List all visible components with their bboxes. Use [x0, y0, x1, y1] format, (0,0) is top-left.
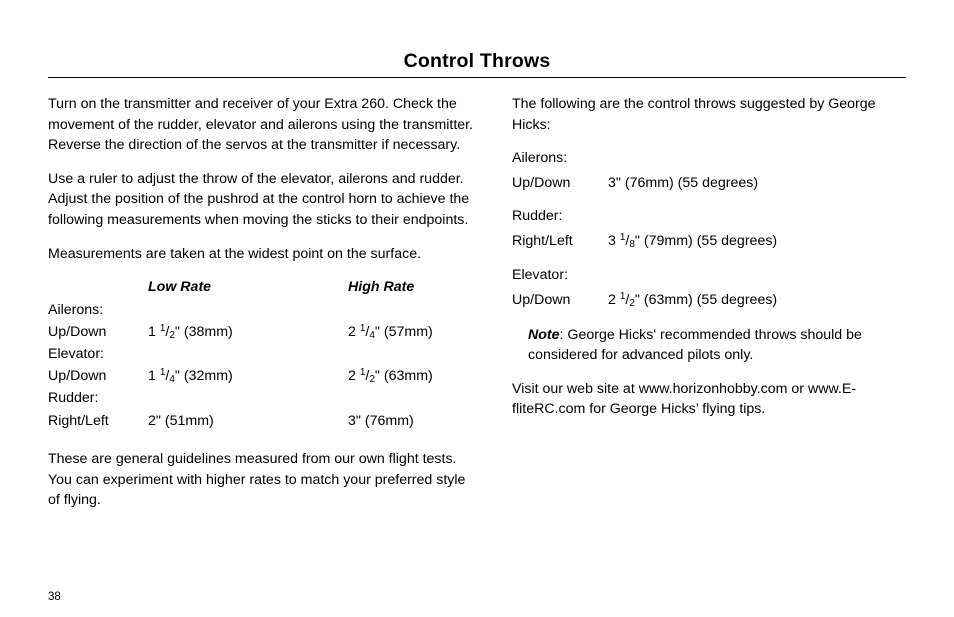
high-rate-cell: 2 1/4" (57mm): [348, 322, 478, 344]
note-block: Note: George Hicks' recommended throws s…: [528, 325, 906, 366]
paragraph: The following are the control throws sug…: [512, 94, 906, 135]
table-row: Up/Down 2 1/2" (63mm) (55 degrees): [512, 290, 906, 312]
value-cell: 3" (76mm) (55 degrees): [608, 173, 906, 194]
note-label: Note: [528, 327, 560, 343]
direction-cell: Up/Down: [48, 366, 148, 388]
rate-table-header: Low Rate High Rate: [48, 277, 478, 298]
table-row: Right/Left 2" (51mm) 3" (76mm): [48, 411, 478, 432]
direction-cell: Up/Down: [512, 290, 608, 312]
high-rate-cell: 3" (76mm): [348, 411, 478, 432]
high-rate-header: High Rate: [348, 277, 478, 298]
surface-label: Elevator:: [48, 344, 478, 365]
paragraph: Turn on the transmitter and receiver of …: [48, 94, 478, 156]
page-number: 38: [48, 591, 61, 603]
direction-cell: Right/Left: [512, 231, 608, 253]
table-row: Up/Down 1 1/2" (38mm) 2 1/4" (57mm): [48, 322, 478, 344]
low-rate-cell: 1 1/4" (32mm): [148, 366, 348, 388]
section-title: Control Throws: [48, 50, 906, 78]
table-row: Up/Down 1 1/4" (32mm) 2 1/2" (63mm): [48, 366, 478, 388]
paragraph: Use a ruler to adjust the throw of the e…: [48, 169, 478, 231]
columns: Turn on the transmitter and receiver of …: [48, 94, 906, 524]
low-rate-header: Low Rate: [148, 277, 348, 298]
surface-label: Rudder:: [48, 388, 478, 409]
direction-cell: Up/Down: [512, 173, 608, 194]
surface-label: Ailerons:: [48, 300, 478, 321]
table-row: Up/Down 3" (76mm) (55 degrees): [512, 173, 906, 194]
paragraph: Visit our web site at www.horizonhobby.c…: [512, 379, 906, 420]
left-column: Turn on the transmitter and receiver of …: [48, 94, 478, 524]
paragraph: These are general guidelines measured fr…: [48, 449, 478, 511]
manual-page: Control Throws Turn on the transmitter a…: [0, 0, 954, 617]
paragraph: Measurements are taken at the widest poi…: [48, 244, 478, 265]
right-column: The following are the control throws sug…: [512, 94, 906, 524]
surface-label: Rudder:: [512, 206, 906, 227]
value-cell: 3 1/8" (79mm) (55 degrees): [608, 231, 906, 253]
direction-cell: Up/Down: [48, 322, 148, 344]
low-rate-cell: 1 1/2" (38mm): [148, 322, 348, 344]
surface-label: Elevator:: [512, 265, 906, 286]
surface-label: Ailerons:: [512, 148, 906, 169]
table-row: Right/Left 3 1/8" (79mm) (55 degrees): [512, 231, 906, 253]
value-cell: 2 1/2" (63mm) (55 degrees): [608, 290, 906, 312]
note-text: : George Hicks' recommended throws shoul…: [528, 327, 862, 364]
low-rate-cell: 2" (51mm): [148, 411, 348, 432]
high-rate-cell: 2 1/2" (63mm): [348, 366, 478, 388]
direction-cell: Right/Left: [48, 411, 148, 432]
